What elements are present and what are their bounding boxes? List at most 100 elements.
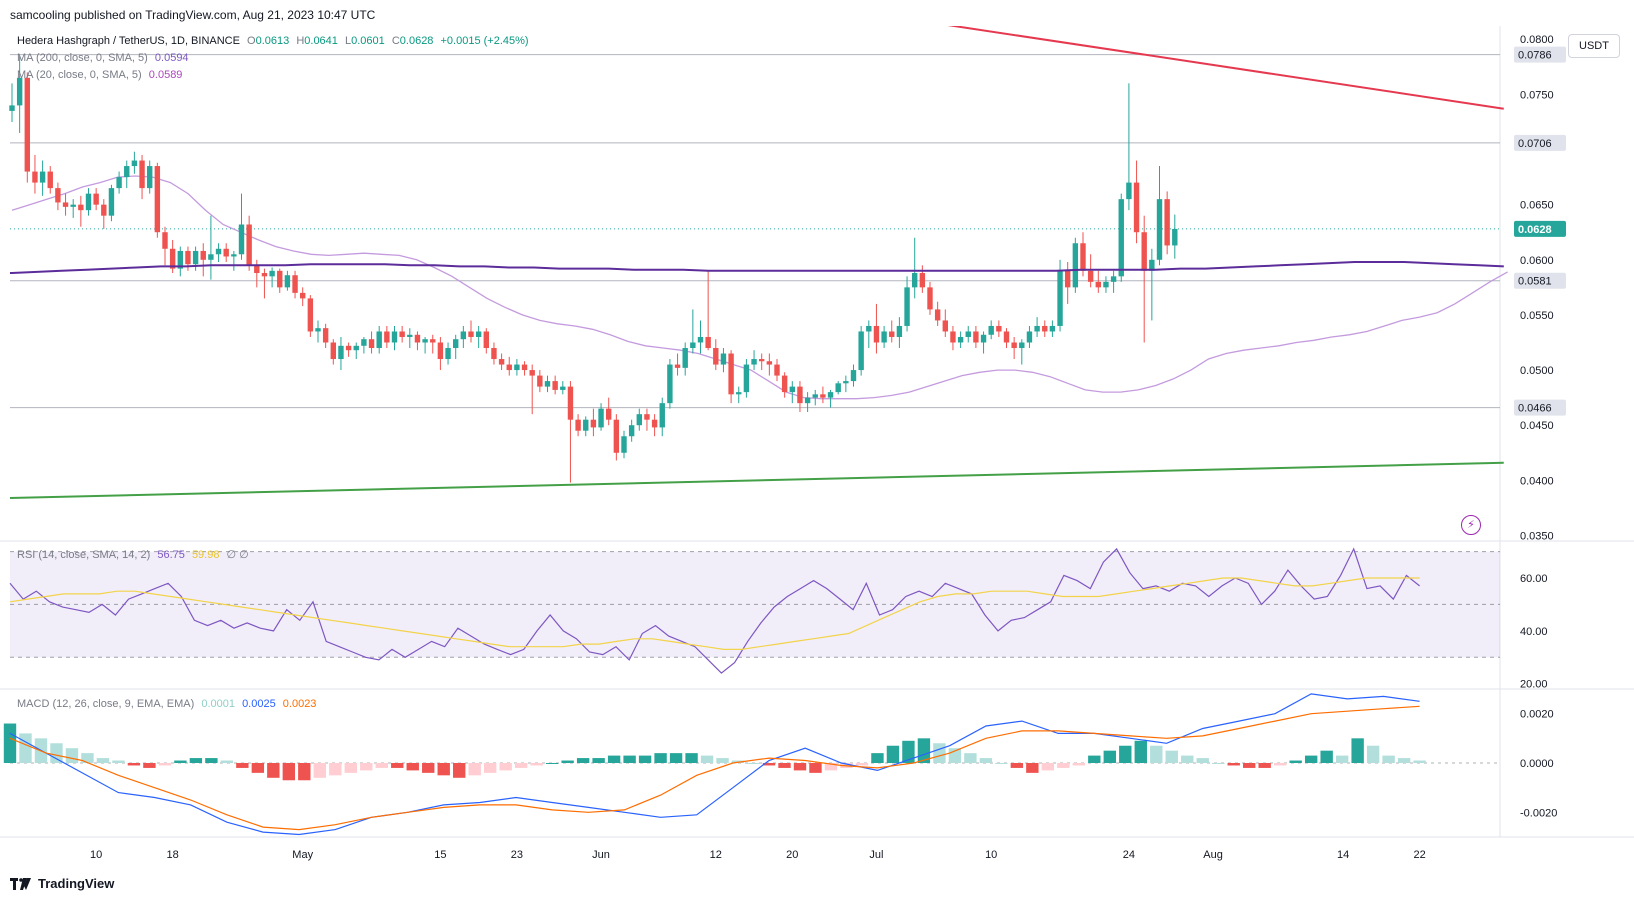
candle-body xyxy=(896,325,903,337)
macd-histogram-bar xyxy=(1072,763,1086,766)
macd-histogram-bar xyxy=(1243,763,1256,768)
currency-button[interactable]: USDT xyxy=(1568,34,1620,58)
macd-histogram-bar xyxy=(1258,763,1271,768)
macd-line xyxy=(9,693,1420,836)
macd-histogram-bar xyxy=(623,755,636,763)
time-tick-label: 22 xyxy=(1413,849,1425,861)
candle-body xyxy=(514,364,520,371)
macd-histogram-bar xyxy=(453,763,466,778)
candle-body xyxy=(361,339,367,346)
rsi-label: RSI (14, close, SMA, 14, 2) xyxy=(17,549,151,561)
candle-body xyxy=(965,331,971,337)
candle-body xyxy=(116,177,122,189)
macd-signal-line xyxy=(9,705,1420,831)
level-label: 0.0581 xyxy=(1518,276,1552,288)
candle-body xyxy=(751,359,757,365)
macd-signal-value: 0.0023 xyxy=(282,698,317,710)
macd-histogram-bar xyxy=(871,753,884,763)
level-label: 0.0466 xyxy=(1518,403,1552,415)
macd-histogram-bar xyxy=(638,755,652,763)
macd-histogram-bar xyxy=(50,743,63,763)
macd-histogram-bar xyxy=(669,753,683,763)
footer: TradingView xyxy=(10,876,114,891)
change-value: +0.0015 (+2.45%) xyxy=(440,35,529,47)
macd-histogram-bar xyxy=(809,763,822,773)
low-value: 0.0601 xyxy=(351,35,385,47)
candle-body xyxy=(200,250,206,260)
macd-histogram-bar xyxy=(468,763,481,776)
candle-body xyxy=(292,275,298,293)
macd-histogram-bar xyxy=(112,760,125,763)
candle-body xyxy=(1057,270,1063,326)
candle-body xyxy=(774,364,780,376)
macd-histogram-bar xyxy=(499,763,512,771)
chart-canvas[interactable]: 0.0786 0.0706 0.0581 0.0466 0.0800 0.0750 0.06… xyxy=(0,26,1634,872)
candle-body xyxy=(284,275,291,288)
candle-body xyxy=(246,224,252,266)
candle-body xyxy=(1164,199,1170,246)
candle-body xyxy=(376,331,382,349)
candle-body xyxy=(1026,331,1033,343)
candle-body xyxy=(659,403,665,428)
candle-body xyxy=(215,248,222,255)
candle-body xyxy=(644,414,650,420)
candle-body xyxy=(1141,232,1147,271)
rsi-ma-value: 59.98 xyxy=(191,549,220,561)
candle-body xyxy=(560,386,566,390)
candle-body xyxy=(70,204,76,207)
time-tick-label: 14 xyxy=(1337,849,1349,861)
level-label-box xyxy=(1514,399,1566,416)
candle-body xyxy=(904,287,910,326)
candle-body xyxy=(613,419,620,453)
macd-value: 0.0025 xyxy=(242,698,276,710)
price-tick-label: 0.0600 xyxy=(1520,255,1554,267)
lightning-alert-icon[interactable]: ⚡ xyxy=(1461,515,1481,535)
candle-body xyxy=(16,77,23,106)
candle-body xyxy=(1095,281,1101,288)
candle-body xyxy=(177,250,183,269)
macd-histogram-bar xyxy=(298,763,311,781)
macd-tick-label: -0.0020 xyxy=(1520,807,1557,819)
macd-histogram-bar xyxy=(1413,760,1426,763)
close-value: 0.0628 xyxy=(399,35,434,47)
macd-histogram-bar xyxy=(979,758,993,763)
macd-histogram-bar xyxy=(514,763,528,768)
macd-histogram-bar xyxy=(391,763,404,768)
close-label: C xyxy=(391,35,400,47)
macd-histogram-bar xyxy=(1366,745,1380,763)
candle-body xyxy=(705,336,711,349)
candle-body xyxy=(927,287,933,310)
candle-body xyxy=(529,370,535,376)
candle-body xyxy=(368,339,375,349)
candle-body xyxy=(843,381,849,384)
support-trendline xyxy=(9,461,1504,499)
candle-body xyxy=(820,394,826,398)
candle-body xyxy=(583,419,589,431)
candle-body xyxy=(108,188,115,216)
rsi-legend: RSI (14, close, SMA, 14, 2) 56.75 59.98 … xyxy=(17,548,249,561)
macd-histogram-bar xyxy=(592,758,605,763)
candle-body xyxy=(1172,228,1178,246)
candle-body xyxy=(506,364,512,371)
macd-histogram-bar xyxy=(1103,750,1116,763)
macd-histogram-bar xyxy=(1304,755,1318,763)
resistance-trendline xyxy=(947,26,1504,110)
candle-body xyxy=(47,171,53,189)
macd-histogram-bar xyxy=(143,763,156,768)
candle-body xyxy=(139,160,145,189)
candle-body xyxy=(277,270,283,288)
candle-body xyxy=(238,224,245,255)
macd-histogram-bar xyxy=(1196,758,1209,763)
candle-body xyxy=(728,353,734,395)
macd-histogram-bar xyxy=(964,753,977,763)
macd-histogram-bar xyxy=(344,763,357,773)
candle-body xyxy=(651,419,658,428)
macd-histogram-bar xyxy=(1119,745,1132,763)
ma200-value: 0.0594 xyxy=(154,52,189,64)
candle-body xyxy=(804,397,811,404)
macd-histogram-bar xyxy=(1134,740,1147,763)
macd-histogram-bar xyxy=(1026,763,1039,773)
macd-histogram-bar xyxy=(1335,755,1349,763)
candle-body xyxy=(636,414,642,426)
candle-body xyxy=(353,345,359,351)
